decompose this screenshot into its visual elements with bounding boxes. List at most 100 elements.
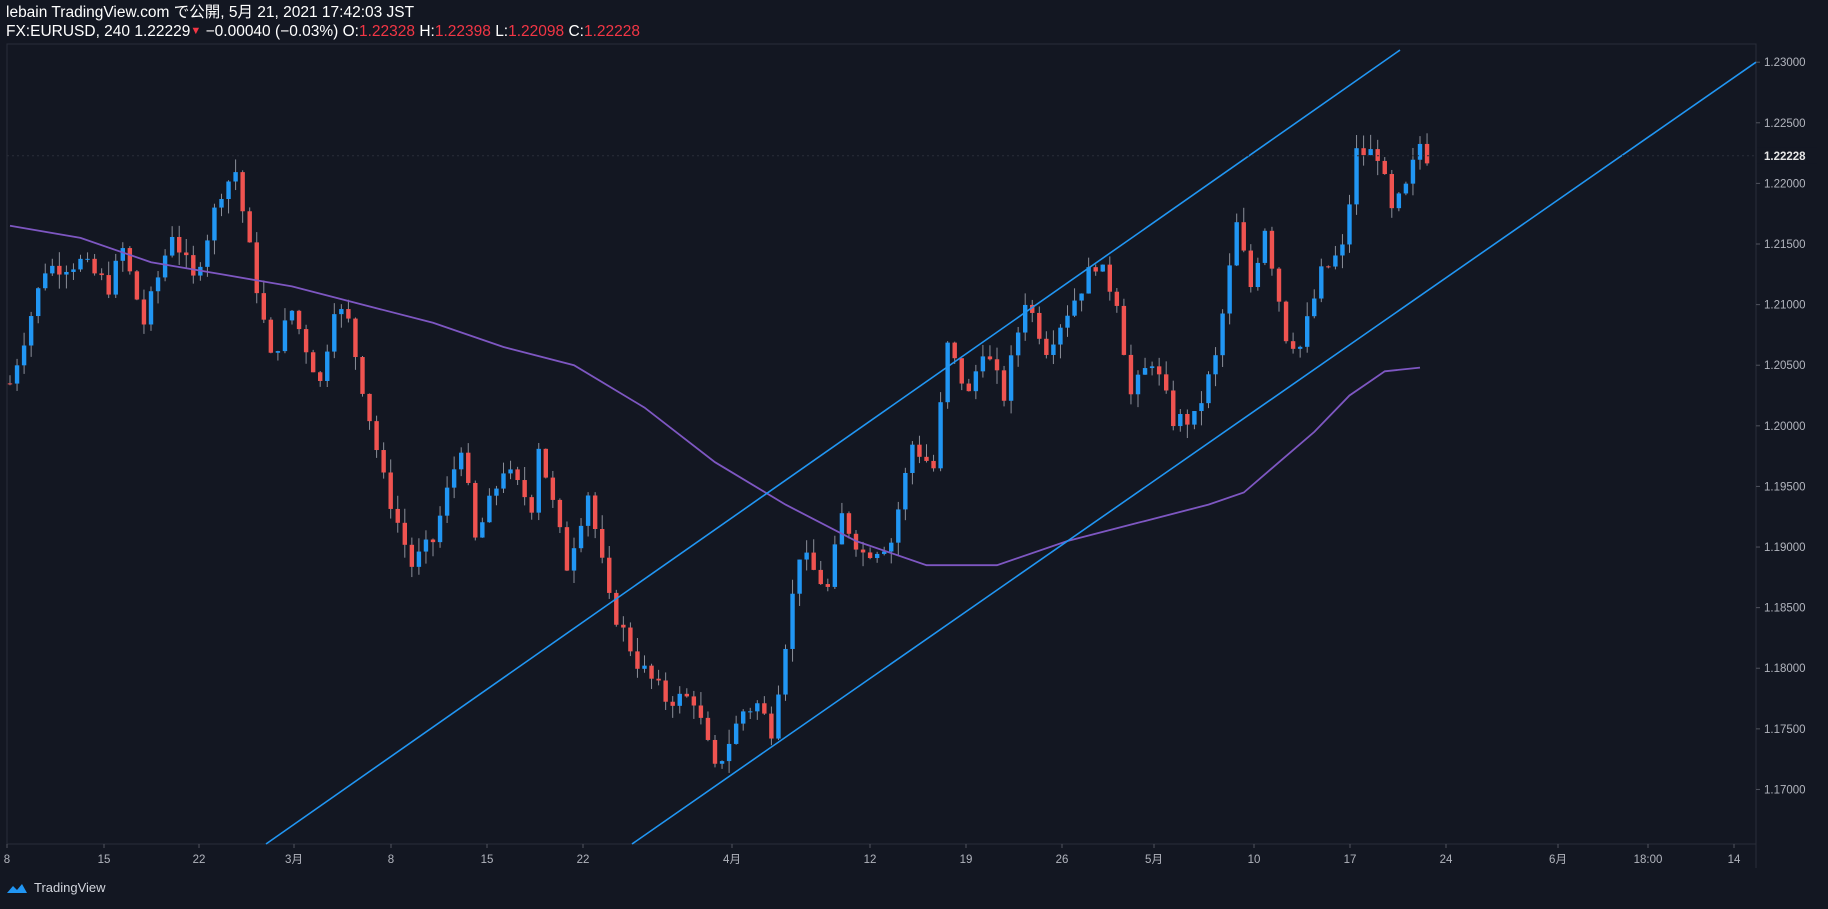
candle-body-down <box>1382 160 1387 175</box>
candle-body-up <box>896 509 901 543</box>
candle-body-up <box>64 271 69 275</box>
candle-body-down <box>994 359 1000 371</box>
candle-body-down <box>346 309 351 319</box>
ohlc-line: FX:EURUSD, 240 1.22229▼ −0.00040 (−0.03%… <box>6 22 640 41</box>
candle-body-up <box>423 539 429 552</box>
candle-body-down <box>1375 149 1380 161</box>
candle-body-down <box>191 255 196 276</box>
candle-body-down <box>860 549 866 553</box>
candle-body-up <box>1312 298 1317 317</box>
candle-body-down <box>466 452 471 483</box>
trendlines-layer[interactable] <box>265 49 1757 845</box>
candle-body-down <box>959 358 964 384</box>
time-tick-label: 10 <box>1248 854 1261 866</box>
candle-body-up <box>642 665 647 669</box>
price-tick-label: 1.19500 <box>1764 481 1806 493</box>
candle-body-up <box>1340 244 1345 256</box>
candle-body-up <box>748 711 753 713</box>
upper-channel-line[interactable] <box>265 49 1401 845</box>
candle-body-up <box>1142 368 1148 375</box>
candle-body-up <box>113 260 118 295</box>
candle-body-down <box>769 713 774 739</box>
candle-body-up <box>832 544 838 587</box>
candle-body-up <box>1058 327 1063 345</box>
candle-body-down <box>1156 366 1162 375</box>
candle-body-down <box>92 258 97 274</box>
price-tick-label: 1.20000 <box>1764 421 1806 433</box>
candle-body-up <box>451 469 457 488</box>
candle-body-down <box>621 624 626 628</box>
candle-body-down <box>1389 174 1394 209</box>
candle-body-up <box>1086 267 1091 294</box>
candle-body-down <box>564 527 570 571</box>
candle-body-up <box>233 172 238 182</box>
candle-body-down <box>1326 266 1331 268</box>
candle-body-up <box>882 551 887 554</box>
candle-body-down <box>550 477 556 500</box>
candle-body-down <box>522 480 527 498</box>
candle-body-down <box>1269 230 1275 269</box>
candle-body-up <box>776 694 781 739</box>
candle-body-up <box>459 452 464 470</box>
candle-body-up <box>1297 346 1303 349</box>
candle-body-up <box>910 444 915 473</box>
time-tick-label: 15 <box>98 854 111 866</box>
candles-layer <box>7 133 1430 773</box>
lower-channel-line[interactable] <box>631 61 1757 845</box>
candle-body-up <box>43 273 48 289</box>
time-tick-label: 12 <box>864 854 877 866</box>
candle-body-up <box>874 553 880 559</box>
candle-body-up <box>839 513 845 545</box>
candle-body-up <box>219 199 224 208</box>
candle-body-down <box>931 460 936 469</box>
candle-body-up <box>1262 230 1268 263</box>
candle-body-up <box>212 207 217 241</box>
candle-body-down <box>1361 148 1366 156</box>
candle-body-down <box>600 529 605 558</box>
candle-body-down <box>57 265 62 275</box>
candle-body-down <box>134 271 140 300</box>
time-tick-label: 14 <box>1728 854 1741 866</box>
candle-body-up <box>1199 403 1204 412</box>
candle-body-down <box>966 383 971 392</box>
candle-body-up <box>804 552 809 560</box>
time-axis[interactable]: 8 15 22 3月 8 15 22 4月 12 19 26 5月 10 17 24 6月 18:00 14 <box>4 844 1741 866</box>
candle-body-up <box>677 693 682 706</box>
time-tick-label: 8 <box>4 854 10 866</box>
candle-body-up <box>1227 265 1232 314</box>
footer-brand[interactable]: TradingView <box>6 880 106 895</box>
candle-body-up <box>1234 222 1239 266</box>
candle-body-up <box>14 365 20 384</box>
price-tick-label: 1.20500 <box>1764 360 1806 372</box>
candle-body-down <box>240 172 245 212</box>
candle-body-down <box>529 497 534 513</box>
current-price-tag: 1.22228 <box>7 147 1817 164</box>
candle-body-up <box>275 351 281 353</box>
candle-body-up <box>945 342 950 403</box>
candle-body-down <box>1107 264 1112 292</box>
candle-body-down <box>635 651 640 669</box>
candle-body-up <box>416 551 422 567</box>
symbol-label: FX:EURUSD, 240 <box>6 23 131 40</box>
candle-body-up <box>938 402 943 469</box>
candle-body-down <box>1290 341 1296 349</box>
price-tick-label: 1.18000 <box>1764 663 1806 675</box>
candle-body-down <box>268 319 274 353</box>
price-tick-label: 1.17000 <box>1764 784 1806 796</box>
candle-body-up <box>1220 313 1225 356</box>
candle-body-down <box>7 383 13 385</box>
candle-body-up <box>578 525 584 549</box>
price-tick-label: 1.21500 <box>1764 239 1806 251</box>
candle-body-up <box>78 258 83 270</box>
candle-body-up <box>487 495 492 523</box>
candle-body-up <box>889 542 894 552</box>
price-change: −0.00040 (−0.03%) <box>205 23 339 40</box>
candle-body-down <box>592 495 598 530</box>
time-tick-label: 3月 <box>285 854 303 866</box>
candle-body-down <box>762 703 767 714</box>
candle-body-down <box>698 705 704 718</box>
candle-body-up <box>1008 355 1014 401</box>
time-tick-label: 22 <box>193 854 206 866</box>
price-axis[interactable]: 1.23000 1.22500 1.22000 1.21500 1.21000 1.205… <box>1756 57 1806 796</box>
